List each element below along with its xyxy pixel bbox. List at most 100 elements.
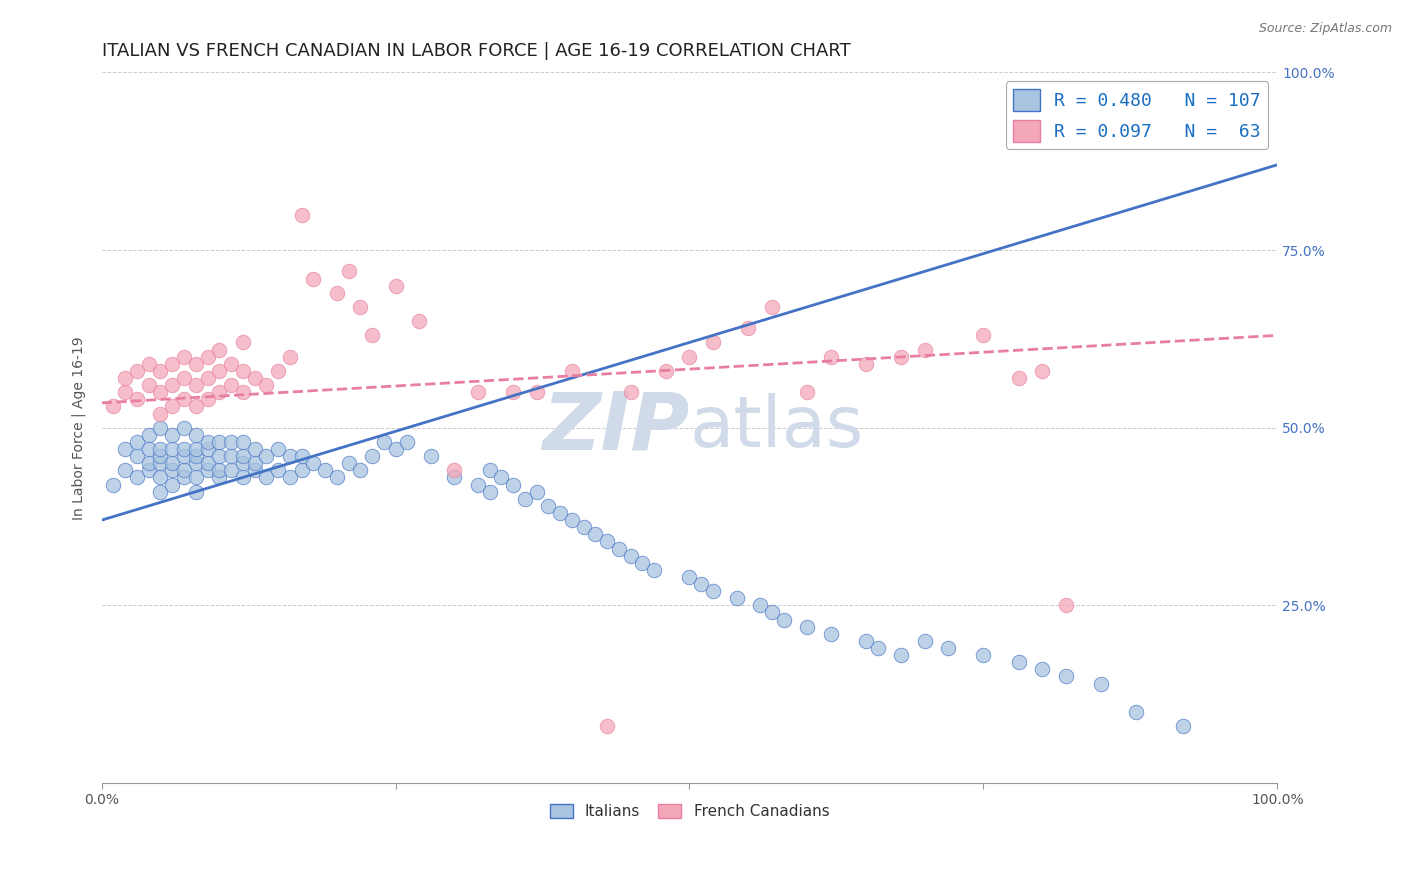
Point [337,264,360,278]
Point [561,364,583,378]
Point [796,620,818,634]
Point [772,613,794,627]
Point [197,463,219,477]
Point [443,470,465,484]
Point [761,606,783,620]
Point [467,477,489,491]
Point [631,556,654,570]
Point [690,577,713,591]
Point [138,463,160,477]
Point [162,477,184,491]
Point [184,449,207,463]
Point [643,563,665,577]
Point [267,463,290,477]
Point [149,385,172,400]
Point [243,442,266,456]
Point [219,434,242,449]
Point [349,463,371,477]
Point [173,350,195,364]
Point [173,470,195,484]
Point [197,442,219,456]
Point [243,456,266,470]
Point [302,271,325,285]
Point [384,278,406,293]
Point [349,300,371,314]
Point [149,442,172,456]
Point [162,400,184,414]
Point [173,421,195,435]
Point [290,449,312,463]
Point [866,640,889,655]
Point [162,427,184,442]
Point [561,513,583,527]
Point [302,456,325,470]
Point [114,442,136,456]
Point [361,449,384,463]
Point [443,463,465,477]
Point [243,371,266,385]
Point [267,442,290,456]
Point [655,364,678,378]
Point [890,350,912,364]
Point [184,357,207,371]
Point [914,343,936,357]
Point [761,300,783,314]
Point [278,470,301,484]
Point [620,385,643,400]
Point [232,434,254,449]
Point [184,378,207,392]
Point [1008,655,1031,669]
Point [103,400,125,414]
Point [1090,676,1112,690]
Point [337,456,360,470]
Point [502,385,524,400]
Point [208,463,231,477]
Point [114,463,136,477]
Point [478,463,501,477]
Point [526,484,548,499]
Point [197,371,219,385]
Point [149,456,172,470]
Legend: Italians, French Canadians: Italians, French Canadians [544,797,835,825]
Point [254,449,277,463]
Point [290,208,312,222]
Point [173,449,195,463]
Point [232,456,254,470]
Point [162,378,184,392]
Point [162,463,184,477]
Point [184,400,207,414]
Point [173,371,195,385]
Point [855,357,877,371]
Point [219,449,242,463]
Point [184,456,207,470]
Point [232,385,254,400]
Point [914,634,936,648]
Point [702,335,724,350]
Point [219,463,242,477]
Point [972,648,994,662]
Point [796,385,818,400]
Point [737,321,759,335]
Point [149,470,172,484]
Point [232,470,254,484]
Point [725,591,748,606]
Text: Source: ZipAtlas.com: Source: ZipAtlas.com [1258,22,1392,36]
Point [138,427,160,442]
Point [197,392,219,407]
Point [103,477,125,491]
Point [678,350,700,364]
Point [125,364,148,378]
Point [232,364,254,378]
Y-axis label: In Labor Force | Age 16-19: In Labor Force | Age 16-19 [72,336,86,519]
Point [314,463,336,477]
Point [138,357,160,371]
Point [114,371,136,385]
Point [208,449,231,463]
Point [208,385,231,400]
Point [208,434,231,449]
Point [125,449,148,463]
Point [173,463,195,477]
Point [278,449,301,463]
Point [162,357,184,371]
Point [290,463,312,477]
